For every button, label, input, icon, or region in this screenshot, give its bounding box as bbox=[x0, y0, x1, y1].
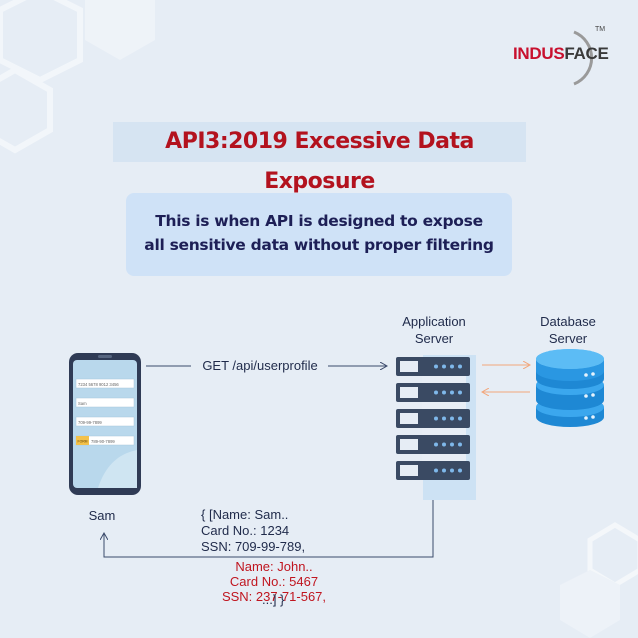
response-line-2: Card No.: 1234 bbox=[201, 523, 290, 538]
response-arrow bbox=[104, 497, 434, 558]
excess-line-1: Name: John.. bbox=[235, 559, 313, 574]
app-server-label-line-2: Server bbox=[414, 331, 454, 346]
excess-data: Name: John.. Card No.: 5467 SSN: 237-71-… bbox=[212, 559, 336, 604]
database-icon bbox=[536, 349, 604, 427]
response-payload: { [Name: Sam.. Card No.: 1234 SSN: 709-9… bbox=[201, 507, 305, 555]
indusface-logo bbox=[573, 30, 594, 86]
phone-badge: FORM bbox=[78, 440, 88, 444]
phone-field-2: Sam bbox=[78, 401, 87, 406]
page-title: API3:2019 Excessive Data Exposure bbox=[165, 129, 474, 194]
logo-text-dark: FACE bbox=[564, 44, 609, 63]
logo-text-red: INDUS bbox=[513, 44, 565, 63]
phone-icon: 7234 5678 9012 3456 Sam 709-99-7899 FORM… bbox=[69, 353, 141, 495]
logo-wordmark: INDUSFACE bbox=[513, 44, 609, 64]
description-line-2: all sensitive data without proper filter… bbox=[144, 236, 494, 254]
response-line-1: { [Name: Sam.. bbox=[201, 507, 289, 522]
excess-line-3: SSN: 237-71-567, bbox=[221, 589, 327, 604]
app-server-label: Application Server bbox=[384, 313, 484, 347]
app-server-label-line-1: Application bbox=[402, 314, 466, 329]
description-line-1: This is when API is designed to expose bbox=[155, 212, 483, 230]
description-text: This is when API is designed to expose a… bbox=[126, 209, 512, 257]
phone-field-4: 789-90-7899 bbox=[91, 439, 115, 444]
description-box bbox=[126, 193, 512, 276]
phone-field-3: 709-99-7899 bbox=[78, 420, 102, 425]
server-icon bbox=[396, 355, 476, 500]
excess-line-2: Card No.: 5467 bbox=[229, 574, 319, 589]
title-background bbox=[113, 122, 526, 162]
phone-field-1: 7234 5678 9012 3456 bbox=[78, 382, 119, 387]
db-server-label-line-1: Database bbox=[540, 314, 596, 329]
user-label: Sam bbox=[88, 508, 116, 523]
response-line-3: SSN: 709-99-789, bbox=[201, 539, 306, 554]
trademark-mark: TM bbox=[595, 26, 606, 33]
response-closing: ...] } bbox=[262, 592, 285, 607]
db-server-label: Database Server bbox=[520, 313, 616, 347]
request-label: GET /api/userprofile bbox=[202, 358, 318, 373]
db-server-label-line-2: Server bbox=[548, 331, 588, 346]
